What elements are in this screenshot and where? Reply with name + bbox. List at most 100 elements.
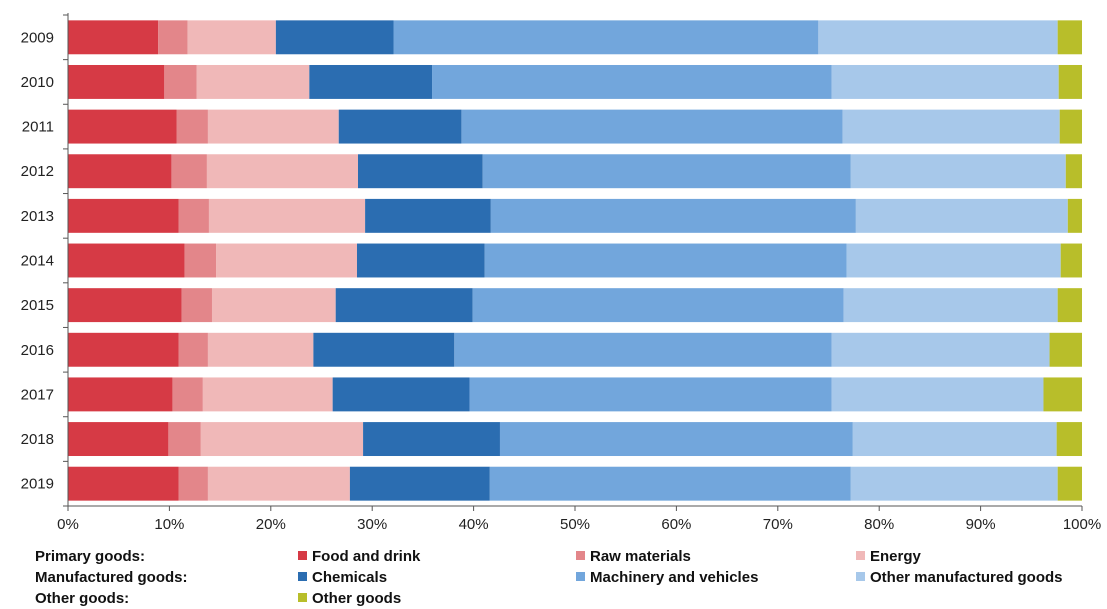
y-tick-label: 2011 (22, 119, 54, 136)
y-tick-label: 2009 (21, 29, 54, 46)
bar-segment (1065, 154, 1082, 189)
bar-segment (393, 20, 819, 55)
bar-segment (482, 154, 851, 189)
y-tick-label: 2016 (21, 342, 54, 359)
bar-segment (178, 466, 208, 501)
bar-segment (484, 243, 847, 278)
y-tick-label: 2015 (21, 297, 54, 314)
bar-segment (68, 466, 179, 501)
bar-segment (461, 109, 843, 144)
bar-segment (469, 377, 832, 412)
bar-segment (68, 154, 172, 189)
bar-segment (313, 332, 455, 367)
bar-segment (490, 198, 856, 233)
bar-segment (187, 20, 276, 55)
y-tick-label: 2012 (21, 163, 54, 180)
bar-segment (363, 422, 500, 457)
bar-segment (1060, 243, 1082, 278)
y-tick-label: 2018 (21, 431, 54, 448)
bar-segment (499, 422, 853, 457)
bar-segment (1057, 288, 1082, 323)
bar-segment (181, 288, 212, 323)
bar-segment (1067, 198, 1082, 233)
bar-segment (335, 288, 473, 323)
x-tick-label: 80% (864, 516, 894, 533)
bar-segment (200, 422, 364, 457)
x-tick-label: 20% (256, 516, 286, 533)
bar-segment (172, 377, 203, 412)
bar-segment (164, 64, 197, 99)
bar-segment (472, 288, 844, 323)
bar-segment (850, 466, 1058, 501)
bar-segment (68, 422, 169, 457)
bar-segment (1057, 466, 1082, 501)
bar-segment (1058, 64, 1082, 99)
bar-segment (68, 288, 182, 323)
x-tick-label: 60% (661, 516, 691, 533)
y-tick-label: 2010 (21, 74, 54, 91)
x-tick-label: 0% (57, 516, 79, 533)
bar-segment (207, 332, 314, 367)
bar-segment (489, 466, 851, 501)
bar-segment (309, 64, 433, 99)
bar-segment (202, 377, 333, 412)
bar-segment (338, 109, 462, 144)
bar-segment (1049, 332, 1082, 367)
y-tick-label: 2014 (21, 253, 54, 270)
bar-segment (158, 20, 188, 55)
bar-segment (831, 332, 1050, 367)
bar-segment (184, 243, 217, 278)
bar-segment (211, 288, 336, 323)
bar-segment (850, 154, 1066, 189)
bar-segment (842, 109, 1060, 144)
bar-segment (68, 332, 179, 367)
bar-segment (1059, 109, 1082, 144)
bar-segment (1043, 377, 1082, 412)
y-tick-label: 2013 (21, 208, 54, 225)
bar-segment (68, 243, 185, 278)
bar-segment (68, 20, 159, 55)
bar-segment (454, 332, 832, 367)
bar-segment (68, 198, 179, 233)
bar-segment (168, 422, 201, 457)
bar-segment (171, 154, 207, 189)
bar-segment (216, 243, 357, 278)
bar-segment (178, 332, 208, 367)
bar-segment (196, 64, 310, 99)
bar-segment (356, 243, 485, 278)
bar-segment (831, 64, 1059, 99)
x-tick-label: 10% (154, 516, 184, 533)
y-tick-label: 2019 (21, 476, 54, 493)
y-tick-label: 2017 (21, 386, 54, 403)
bar-segment (843, 288, 1058, 323)
x-tick-label: 90% (966, 516, 996, 533)
bar-segment (178, 198, 209, 233)
bar-segment (1057, 20, 1082, 55)
bar-segment (831, 377, 1044, 412)
bar-segment (208, 198, 366, 233)
bar-segment (432, 64, 832, 99)
x-tick-label: 50% (560, 516, 590, 533)
bar-segment (1056, 422, 1082, 457)
bar-segment (846, 243, 1061, 278)
x-tick-label: 100% (1063, 516, 1101, 533)
bar-segment (206, 154, 359, 189)
bar-segment (358, 154, 483, 189)
bar-segment (365, 198, 491, 233)
bar-segment (855, 198, 1068, 233)
x-tick-label: 70% (763, 516, 793, 533)
x-tick-label: 30% (357, 516, 387, 533)
bar-segment (68, 109, 177, 144)
bar-segment (852, 422, 1057, 457)
bar-segment (349, 466, 490, 501)
bar-segment (68, 377, 173, 412)
bar-segment (68, 64, 165, 99)
bar-segment (207, 109, 339, 144)
bar-segment (818, 20, 1058, 55)
bar-segment (332, 377, 470, 412)
x-tick-label: 40% (459, 516, 489, 533)
bar-segment (176, 109, 208, 144)
bar-segment (207, 466, 350, 501)
bar-segment (275, 20, 394, 55)
